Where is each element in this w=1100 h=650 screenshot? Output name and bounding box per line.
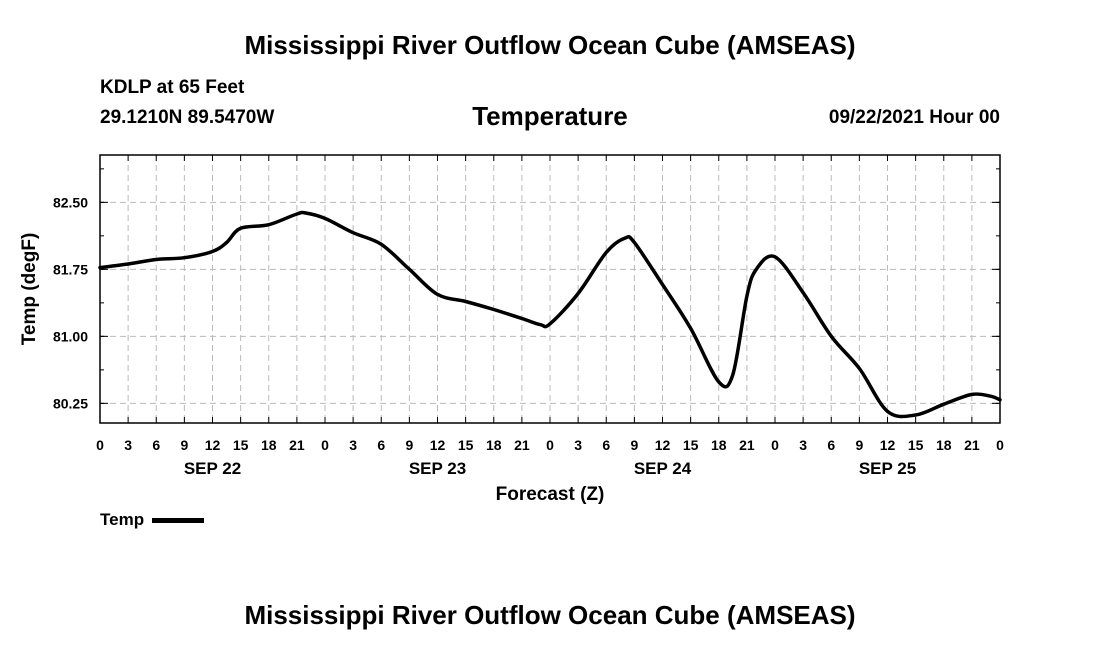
x-tick-label: 9 (855, 437, 863, 453)
x-tick-label: 18 (486, 437, 502, 453)
x-tick-label: 21 (964, 437, 980, 453)
x-tick-label: 6 (152, 437, 160, 453)
x-tick-label: 15 (683, 437, 699, 453)
x-axis-label: Forecast (Z) (496, 484, 605, 505)
y-tick-label: 81.00 (53, 328, 88, 344)
y-tick-label: 82.50 (53, 194, 88, 210)
x-tick-label: 3 (574, 437, 582, 453)
x-tick-label: 3 (124, 437, 132, 453)
chart-footer-title: Mississippi River Outflow Ocean Cube (AM… (244, 600, 856, 630)
chart-main-title: Mississippi River Outflow Ocean Cube (AM… (244, 30, 856, 60)
x-tick-label: 12 (880, 437, 896, 453)
x-tick-label: 9 (630, 437, 638, 453)
y-axis-label: Temp (degF) (19, 233, 40, 346)
x-tick-label: 3 (349, 437, 357, 453)
x-tick-label: 3 (799, 437, 807, 453)
x-tick-label: 0 (996, 437, 1004, 453)
legend-swatch-temp (152, 517, 205, 523)
x-tick-label: 6 (827, 437, 835, 453)
x-tick-label: 12 (655, 437, 671, 453)
axis-labels: 0 3 6 9 12 15 18 21 0 3 6 9 12 15 18 21 0 3 6 9 12 15 18 21 0 3 6 9… (53, 194, 1004, 478)
x-day-label: SEP 23 (409, 459, 466, 478)
station-label: KDLP at 65 Feet (100, 77, 245, 98)
legend-label-temp: Temp (100, 510, 145, 529)
x-tick-label: 12 (430, 437, 446, 453)
x-day-label: SEP 22 (184, 459, 241, 478)
coordinates-label: 29.1210N 89.5470W (100, 107, 275, 128)
legend: Temp (100, 510, 205, 530)
y-tick-label: 81.75 (53, 261, 88, 277)
x-tick-label: 21 (739, 437, 755, 453)
x-tick-label: 15 (908, 437, 924, 453)
x-tick-label: 21 (289, 437, 305, 453)
x-tick-label: 15 (458, 437, 474, 453)
x-tick-label: 6 (602, 437, 610, 453)
x-tick-label: 0 (771, 437, 779, 453)
y-tick-label: 80.25 (53, 395, 88, 411)
x-tick-label: 15 (233, 437, 249, 453)
x-tick-label: 18 (711, 437, 727, 453)
x-tick-label: 9 (180, 437, 188, 453)
datetime-label: 09/22/2021 Hour 00 (828, 107, 1000, 128)
x-tick-label: 18 (936, 437, 952, 453)
x-day-label: SEP 24 (634, 459, 692, 478)
series-line-temp (98, 210, 1002, 419)
x-tick-label: 6 (377, 437, 385, 453)
x-tick-label: 9 (405, 437, 413, 453)
x-tick-label: 0 (96, 437, 104, 453)
grid (100, 155, 1000, 423)
variable-title: Temperature (472, 101, 628, 131)
x-tick-label: 0 (321, 437, 329, 453)
x-tick-label: 21 (514, 437, 530, 453)
x-tick-label: 18 (261, 437, 277, 453)
x-day-label: SEP 25 (859, 459, 916, 478)
x-tick-label: 12 (205, 437, 221, 453)
x-tick-label: 0 (546, 437, 554, 453)
axis-ticks (99, 155, 1001, 423)
